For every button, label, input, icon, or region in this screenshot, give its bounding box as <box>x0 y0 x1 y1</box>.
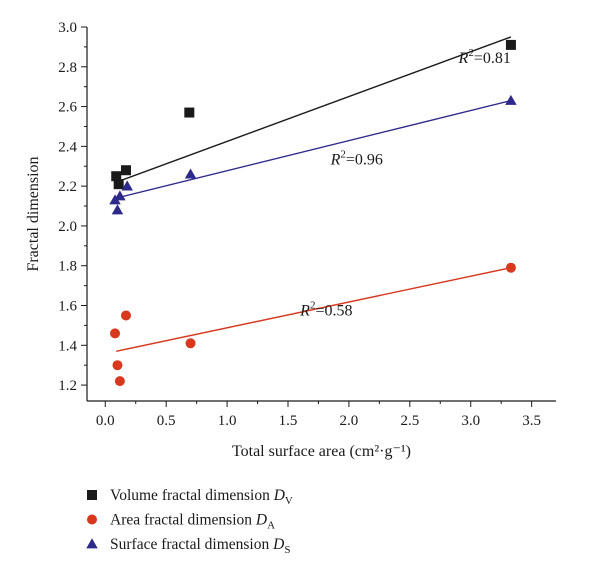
y-tick-label: 1.8 <box>58 259 77 275</box>
legend-label-s: Surface fractal dimension DS <box>110 536 290 556</box>
r2-annotation: R2=0.81 <box>458 47 511 67</box>
data-point-a <box>110 328 121 339</box>
data-point-s <box>114 190 126 201</box>
x-tick-label: 0.5 <box>157 413 176 429</box>
data-point-a <box>120 310 131 321</box>
data-point-s <box>111 204 124 215</box>
y-tick-label: 2.0 <box>58 219 77 235</box>
data-point-s <box>505 94 517 105</box>
data-point-a <box>185 338 196 349</box>
data-point-s <box>184 168 197 179</box>
fit-line-a <box>116 267 512 352</box>
r2-annotation: R2=0.96 <box>330 148 383 168</box>
x-tick-label: 1.5 <box>279 413 298 429</box>
y-tick-label: 3.0 <box>58 20 77 36</box>
y-tick-label: 2.4 <box>58 139 77 155</box>
data-point-v <box>184 107 195 118</box>
data-point-v <box>120 165 131 176</box>
x-tick-label: 3.5 <box>522 413 541 429</box>
data-point-v <box>505 39 516 50</box>
y-tick-label: 2.8 <box>58 60 77 76</box>
data-point-a <box>505 262 516 273</box>
data-point-s <box>121 180 133 191</box>
legend-label-v: Volume fractal dimension DV <box>110 487 293 507</box>
y-axis-label: Fractal dimension <box>25 156 42 271</box>
legend-label-a: Area fractal dimension DA <box>110 512 275 532</box>
data-point-v <box>111 171 122 182</box>
x-tick-label: 1.0 <box>218 413 237 429</box>
data-point-a <box>112 360 123 371</box>
y-tick-label: 2.2 <box>58 179 77 195</box>
data-point-a <box>114 376 125 387</box>
y-tick-label: 2.6 <box>58 100 77 116</box>
x-tick-label: 0.0 <box>96 413 115 429</box>
y-tick-label: 1.6 <box>58 299 77 315</box>
fit-line-s <box>116 99 512 199</box>
legend-marker-v <box>87 490 97 500</box>
x-axis-label: Total surface area (cm²·g⁻¹) <box>232 443 411 460</box>
r2-annotation: R2=0.58 <box>299 299 352 319</box>
y-tick-label: 1.4 <box>58 338 77 354</box>
fit-line-v <box>115 36 512 183</box>
x-tick-label: 2.5 <box>400 413 419 429</box>
x-tick-label: 2.0 <box>340 413 359 429</box>
legend-marker-a <box>87 514 97 525</box>
legend-marker-s <box>86 538 98 549</box>
data-point-v <box>113 179 124 190</box>
x-tick-label: 3.0 <box>461 413 480 429</box>
y-tick-label: 1.2 <box>58 378 77 394</box>
